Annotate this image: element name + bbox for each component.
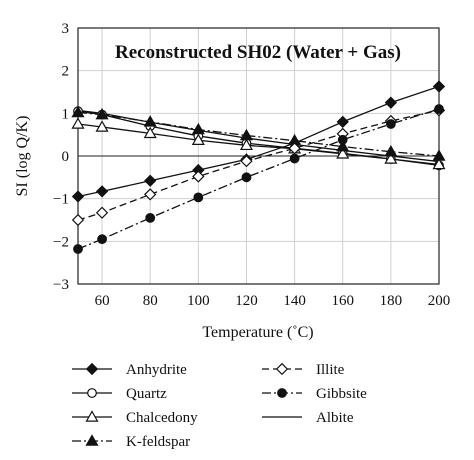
data-point-chalcedony bbox=[143, 126, 157, 139]
legend: Anhydrite Quartz Chalcedony K-feldspar Illit… bbox=[72, 362, 367, 450]
data-point-k-feldspar bbox=[336, 139, 350, 152]
data-point-anhydrite bbox=[71, 190, 85, 203]
data-point-chalcedony bbox=[432, 157, 446, 170]
y-axis-label: SI (log Q/K) bbox=[14, 116, 31, 197]
data-point-chalcedony bbox=[191, 133, 205, 145]
data-point-anhydrite bbox=[384, 96, 398, 109]
series-line-gibbsite bbox=[78, 108, 439, 250]
data-point-k-feldspar bbox=[432, 149, 446, 161]
tick-labels: 60 80 100 120 140 160 180 200 −3 −2 −1 0 1 2 3 bbox=[53, 21, 450, 309]
data-point-chalcedony bbox=[71, 117, 85, 129]
series-line-anhydrite bbox=[78, 85, 439, 198]
legend-item-gibbsite: Gibbsite bbox=[262, 386, 367, 402]
legend-label: Chalcedony bbox=[126, 410, 198, 426]
data-point-gibbsite bbox=[241, 172, 252, 183]
data-point-gibbsite bbox=[73, 244, 83, 254]
legend-label: K-feldspar bbox=[126, 434, 190, 450]
legend-item-albite: Albite bbox=[262, 410, 354, 426]
data-point-anhydrite bbox=[95, 185, 109, 198]
data-point-illite bbox=[144, 188, 157, 201]
legend-label: Illite bbox=[316, 362, 345, 378]
x-tick-label: 160 bbox=[331, 293, 354, 309]
data-point-k-feldspar bbox=[95, 107, 109, 120]
legend-label: Quartz bbox=[126, 386, 167, 402]
y-tick-label: 2 bbox=[62, 64, 70, 80]
data-point-anhydrite bbox=[336, 115, 349, 129]
data-point-illite bbox=[71, 213, 85, 227]
data-point-gibbsite bbox=[289, 153, 300, 164]
data-point-gibbsite bbox=[434, 104, 444, 114]
y-tick-label: 1 bbox=[62, 106, 70, 122]
legend-swatch-marker bbox=[85, 362, 99, 376]
legend-item-k-feldspar: K-feldspar bbox=[72, 434, 190, 450]
y-tick-label: −1 bbox=[53, 192, 69, 208]
data-point-chalcedony bbox=[95, 120, 109, 132]
data-point-gibbsite bbox=[385, 119, 396, 129]
data-point-chalcedony bbox=[336, 147, 350, 159]
series-line-illite bbox=[78, 109, 439, 221]
legend-item-illite: Illite bbox=[262, 362, 345, 378]
legend-swatch-marker bbox=[85, 410, 99, 422]
legend-swatch-marker bbox=[275, 362, 289, 376]
x-tick-label: 100 bbox=[187, 293, 210, 309]
y-tick-label: −3 bbox=[53, 277, 69, 293]
x-tick-label: 80 bbox=[143, 293, 158, 309]
data-point-illite bbox=[288, 142, 301, 155]
legend-label: Albite bbox=[316, 410, 354, 426]
legend-swatch-marker bbox=[277, 388, 287, 398]
series-layer bbox=[78, 85, 439, 250]
data-point-k-feldspar bbox=[239, 128, 254, 141]
data-point-chalcedony bbox=[384, 152, 398, 164]
data-point-k-feldspar bbox=[191, 122, 205, 135]
x-tick-label: 180 bbox=[380, 293, 403, 309]
y-tick-label: −2 bbox=[53, 234, 69, 250]
y-tick-label: 3 bbox=[62, 21, 70, 37]
data-point-gibbsite bbox=[337, 134, 348, 145]
legend-label: Gibbsite bbox=[316, 386, 367, 402]
legend-swatch-marker bbox=[85, 434, 99, 446]
data-point-illite bbox=[192, 170, 205, 183]
data-point-gibbsite bbox=[193, 192, 204, 203]
data-point-chalcedony bbox=[239, 138, 254, 151]
legend-item-anhydrite: Anhydrite bbox=[72, 362, 187, 378]
chart-title: Reconstructed SH02 (Water + Gas) bbox=[115, 42, 401, 63]
legend-label: Anhydrite bbox=[126, 362, 187, 378]
legend-item-quartz: Quartz bbox=[72, 386, 167, 402]
data-point-anhydrite bbox=[432, 80, 446, 93]
x-tick-label: 120 bbox=[235, 293, 258, 309]
x-axis-label: Temperature (˚C) bbox=[202, 324, 313, 341]
data-point-k-feldspar bbox=[143, 115, 157, 127]
y-tick-label: 0 bbox=[62, 149, 70, 165]
data-point-k-feldspar bbox=[71, 105, 85, 118]
marker-layer bbox=[71, 80, 446, 254]
series-line-albite bbox=[78, 109, 439, 163]
data-point-illite bbox=[95, 206, 109, 219]
data-point-gibbsite bbox=[145, 212, 156, 223]
data-point-gibbsite bbox=[97, 234, 107, 245]
x-tick-label: 200 bbox=[428, 293, 451, 309]
data-point-k-feldspar bbox=[384, 145, 398, 157]
x-tick-label: 140 bbox=[283, 293, 306, 309]
legend-swatch-marker bbox=[87, 388, 97, 398]
data-point-illite bbox=[240, 154, 253, 168]
legend-item-chalcedony: Chalcedony bbox=[72, 410, 198, 426]
x-tick-label: 60 bbox=[95, 293, 110, 309]
data-point-anhydrite bbox=[144, 174, 157, 187]
